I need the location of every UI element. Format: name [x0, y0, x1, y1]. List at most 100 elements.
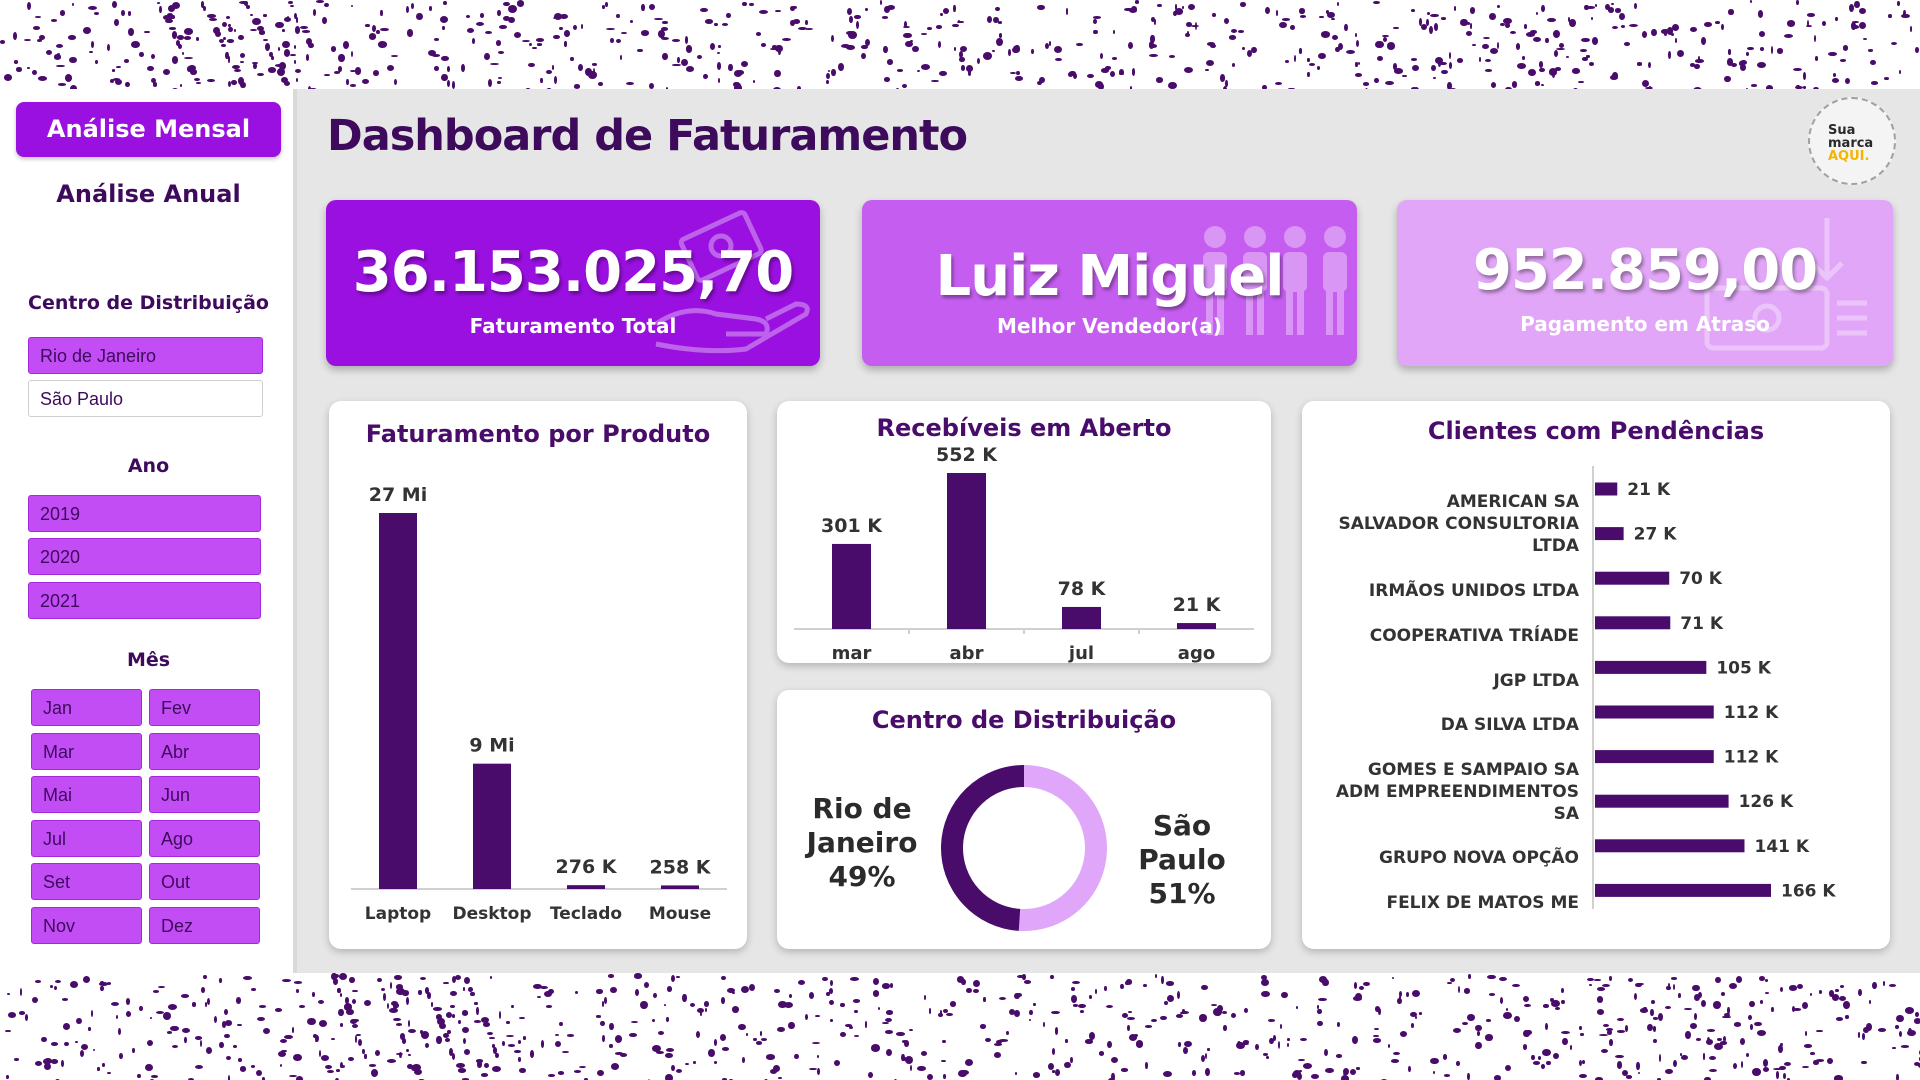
slicer-ano-2021[interactable]: 2021: [28, 582, 261, 619]
speckle-dot: [1896, 1073, 1899, 1080]
speckle-dot: [1167, 81, 1177, 89]
speckle-dot: [1127, 41, 1134, 49]
speckle-dot: [1615, 1054, 1625, 1059]
speckle-dot: [1587, 977, 1595, 982]
speckle-dot: [604, 1, 608, 8]
slicer-mes-dez[interactable]: Dez: [149, 906, 260, 944]
speckle-dot: [1865, 1022, 1873, 1031]
slicer-ano-2019[interactable]: 2019: [28, 495, 261, 532]
speckle-dot: [226, 1055, 232, 1061]
speckle-dot: [110, 1001, 120, 1006]
speckle-dot: [1092, 16, 1102, 20]
speckle-dot: [609, 1022, 614, 1030]
speckle-dot: [125, 81, 130, 87]
speckle-dot: [1411, 58, 1417, 61]
speckle-dot: [505, 1034, 515, 1037]
speckle-dot: [318, 1020, 327, 1028]
speckle-dot: [1716, 1037, 1723, 1042]
slicer-mes-abr[interactable]: Abr: [149, 732, 260, 770]
speckle-dot: [8, 1011, 17, 1018]
speckle-dot: [441, 55, 449, 61]
speckle-dot: [1009, 1008, 1016, 1015]
speckle-dot: [529, 1050, 535, 1058]
speckle-dot: [554, 76, 558, 84]
bar-jul: [1062, 606, 1101, 629]
speckle-dot: [256, 1017, 265, 1022]
speckle-dot: [1647, 61, 1651, 69]
speckle-dot: [230, 80, 237, 85]
speckle-dot: [112, 0, 118, 8]
speckle-dot: [1595, 3, 1598, 7]
speckle-dot: [1629, 23, 1638, 27]
speckle-dot: [307, 1017, 316, 1026]
speckle-dot: [1605, 1027, 1614, 1031]
speckle-dot: [1023, 980, 1031, 985]
slicer-mes-jul[interactable]: Jul: [31, 819, 142, 857]
slicer-mes-set[interactable]: Set: [31, 863, 142, 900]
speckle-dot: [1447, 82, 1453, 89]
bar-mouse: [661, 885, 699, 889]
speckle-dot: [793, 19, 801, 24]
speckle-dot: [406, 29, 414, 37]
speckle-dot: [788, 1021, 795, 1029]
speckle-dot: [1584, 4, 1589, 11]
speckle-dot: [1821, 21, 1827, 27]
speckle-dot: [878, 1007, 881, 1010]
speckle-dot: [609, 37, 615, 44]
analise-anual-button[interactable]: Análise Anual: [56, 180, 241, 208]
slicer-cd-sao-paulo[interactable]: São Paulo: [28, 380, 263, 417]
speckle-dot: [1585, 6, 1595, 9]
slicer-mes-mai[interactable]: Mai: [31, 776, 142, 813]
speckle-dot: [1127, 1010, 1133, 1013]
speckle-dot: [609, 1044, 613, 1048]
slicer-cd-rio-de-janeiro[interactable]: Rio de Janeiro: [28, 337, 263, 374]
speckle-dot: [1453, 5, 1457, 11]
speckle-dot: [1317, 1020, 1323, 1027]
speckle-dot: [1354, 73, 1363, 78]
slicer-mes-jun[interactable]: Jun: [149, 776, 260, 813]
speckle-dot: [577, 64, 583, 72]
speckle-dot: [999, 33, 1003, 38]
speckle-dot: [573, 1069, 581, 1073]
speckle-dot: [1409, 1011, 1417, 1018]
speckle-dot: [1217, 1005, 1224, 1013]
speckle-dot: [1854, 0, 1860, 9]
slicer-mes-mar[interactable]: Mar: [31, 732, 142, 770]
speckle-dot: [256, 1069, 263, 1076]
speckle-dot: [13, 32, 18, 40]
slicer-mes-ago[interactable]: Ago: [149, 819, 260, 857]
slicer-mes-nov[interactable]: Nov: [31, 906, 142, 944]
speckle-dot: [710, 42, 716, 50]
analise-mensal-button[interactable]: Análise Mensal: [16, 102, 281, 157]
speckle-dot: [232, 1044, 237, 1049]
speckle-dot: [1206, 60, 1215, 67]
speckle-dot: [1374, 1027, 1380, 1030]
speckle-dot: [163, 1012, 171, 1020]
speckle-dot: [264, 43, 270, 51]
slicer-mes-jan[interactable]: Jan: [31, 689, 142, 726]
speckle-dot: [1453, 1028, 1462, 1033]
speckle-dot: [1657, 1078, 1661, 1080]
speckle-dot: [760, 43, 767, 48]
speckle-dot: [771, 45, 778, 49]
speckle-dot: [296, 989, 300, 994]
speckle-dot: [333, 978, 339, 985]
speckle-dot: [1538, 1056, 1542, 1060]
bar-client-8: [1595, 794, 1729, 808]
slicer-ano-2020[interactable]: 2020: [28, 538, 261, 575]
speckle-dot: [1803, 72, 1807, 80]
category-label: mar: [832, 643, 872, 663]
slicer-mes-out[interactable]: Out: [149, 863, 260, 900]
slicer-mes-fev[interactable]: Fev: [149, 689, 260, 726]
speckle-dot: [1373, 1038, 1382, 1043]
speckle-dot: [479, 13, 485, 19]
speckle-dot: [1017, 974, 1026, 979]
speckle-dot: [1726, 58, 1734, 66]
speckle-dot: [498, 51, 505, 54]
speckle-dot: [889, 983, 894, 988]
speckle-dot: [619, 1052, 628, 1057]
speckle-dot: [293, 59, 297, 64]
speckle-dot: [1693, 1012, 1697, 1020]
speckle-dot: [36, 38, 43, 42]
speckle-dot: [1637, 62, 1643, 66]
